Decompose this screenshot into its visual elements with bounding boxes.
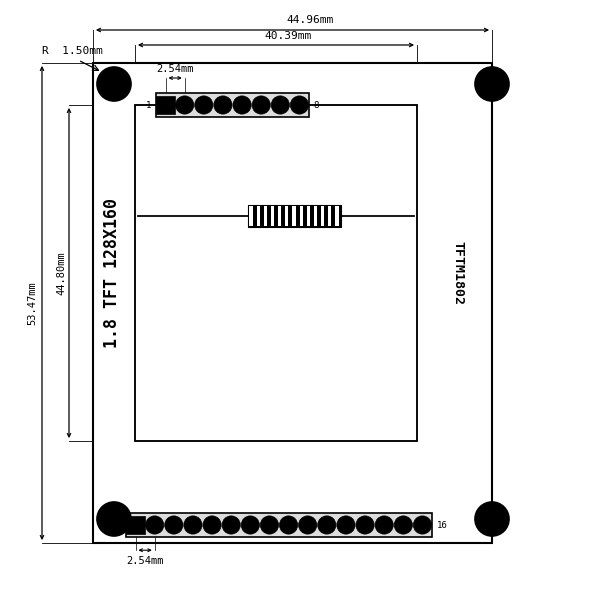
Circle shape: [280, 516, 298, 534]
Circle shape: [290, 96, 308, 114]
Bar: [299, 206, 303, 226]
Bar: [285, 206, 289, 226]
Text: 44.80mm: 44.80mm: [56, 251, 66, 295]
Circle shape: [375, 516, 394, 534]
Bar: [250, 206, 253, 226]
Bar: [314, 206, 317, 226]
Circle shape: [413, 516, 431, 534]
Text: TFTM1802: TFTM1802: [452, 241, 465, 305]
Circle shape: [260, 516, 278, 534]
Text: 1: 1: [146, 100, 151, 109]
Bar: [93, 63, 492, 543]
Circle shape: [164, 516, 183, 534]
Text: 1.8 TFT 128X160: 1.8 TFT 128X160: [103, 198, 121, 348]
Circle shape: [97, 67, 131, 101]
Circle shape: [214, 96, 232, 114]
Circle shape: [146, 516, 164, 534]
Bar: [307, 206, 310, 226]
Text: 8: 8: [314, 100, 319, 109]
Bar: [156, 93, 309, 117]
Text: 2.54mm: 2.54mm: [157, 64, 194, 74]
Circle shape: [241, 516, 259, 534]
Bar: [321, 206, 324, 226]
Bar: [257, 206, 260, 226]
Bar: [292, 206, 296, 226]
Bar: [278, 206, 281, 226]
Text: 40.39mm: 40.39mm: [265, 31, 311, 41]
Circle shape: [337, 516, 355, 534]
Bar: [126, 513, 432, 537]
Bar: [264, 206, 267, 226]
Circle shape: [184, 516, 202, 534]
Bar: [127, 516, 145, 534]
Circle shape: [97, 502, 131, 536]
Bar: [328, 206, 331, 226]
Text: R  1.50mm: R 1.50mm: [42, 46, 103, 56]
Circle shape: [222, 516, 241, 534]
Circle shape: [317, 516, 336, 534]
Bar: [157, 96, 175, 114]
Circle shape: [356, 516, 374, 534]
Bar: [248, 205, 341, 227]
Circle shape: [475, 67, 509, 101]
Circle shape: [194, 96, 213, 114]
Circle shape: [271, 96, 289, 114]
Text: 44.96mm: 44.96mm: [287, 15, 334, 25]
Text: 16: 16: [437, 520, 448, 529]
Bar: [271, 206, 274, 226]
Text: 53.47mm: 53.47mm: [27, 281, 37, 325]
Circle shape: [475, 502, 509, 536]
Circle shape: [203, 516, 221, 534]
Text: 2.54mm: 2.54mm: [127, 556, 164, 566]
Bar: [335, 206, 338, 226]
Circle shape: [394, 516, 412, 534]
Circle shape: [233, 96, 251, 114]
Bar: [135, 105, 417, 441]
Circle shape: [252, 96, 271, 114]
Circle shape: [176, 96, 194, 114]
Text: 1: 1: [116, 520, 121, 529]
Circle shape: [299, 516, 317, 534]
